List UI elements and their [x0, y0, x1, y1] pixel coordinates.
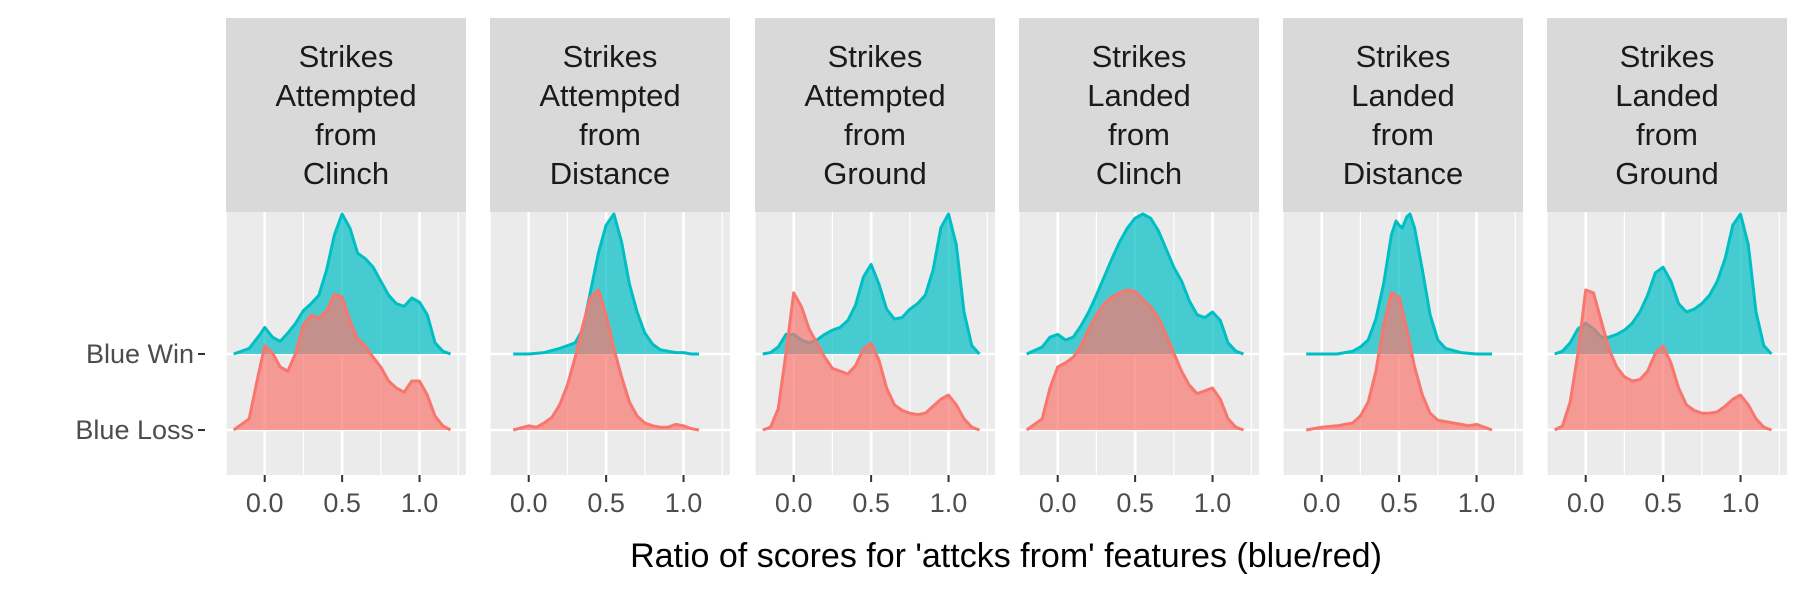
- facet-title-line: Landed: [1615, 78, 1718, 113]
- facet-title-line: Attempted: [804, 78, 945, 113]
- x-tick-label: 1.0: [930, 488, 968, 518]
- facet-strip: [1283, 18, 1523, 212]
- x-tick-label: 1.0: [1458, 488, 1496, 518]
- x-tick-label: 0.5: [1116, 488, 1154, 518]
- density-line-loss: [1553, 288, 1773, 432]
- facet-panel-1: Strikes Attempted from Clinch 0.0 0.5 1.0: [225, 18, 466, 518]
- density-line-loss: [1305, 291, 1493, 432]
- density-area-win: [233, 214, 451, 354]
- density-area-loss: [233, 294, 451, 430]
- density-area-loss: [1306, 292, 1492, 430]
- facet-title-line: Strikes: [1092, 39, 1187, 74]
- y-axis-label-blue-win: Blue Win: [86, 339, 194, 369]
- facet-title-line: from: [1636, 117, 1698, 152]
- facet-title-line: Distance: [1343, 156, 1464, 191]
- facet-strip: [1019, 18, 1259, 212]
- density-area-win: [1554, 214, 1772, 354]
- facet-title-line: Clinch: [303, 156, 389, 191]
- facet-title-line: Strikes: [1620, 39, 1715, 74]
- x-tick-label: 0.5: [852, 488, 890, 518]
- facet-title-line: Strikes: [299, 39, 394, 74]
- x-tick-label: 0.5: [587, 488, 625, 518]
- facet-panel-2: Strikes Attempted from Distance 0.0 0.5 1.0: [489, 18, 730, 518]
- facet-title-line: from: [844, 117, 906, 152]
- x-axis-title: Ratio of scores for 'attcks from' featur…: [630, 537, 1382, 575]
- density-area-win: [1026, 214, 1244, 354]
- density-line-win: [1026, 212, 1245, 356]
- facet-strip: [755, 18, 995, 212]
- x-tick-label: 1.0: [665, 488, 703, 518]
- density-line-loss: [232, 292, 452, 432]
- facet-strip: [1547, 18, 1787, 212]
- y-axis-label-blue-loss: Blue Loss: [75, 415, 194, 445]
- facet-strip: [226, 18, 466, 212]
- facet-title-line: Attempted: [539, 78, 680, 113]
- density-area-loss: [513, 290, 699, 430]
- facet-title-line: from: [579, 117, 641, 152]
- facet-title-line: Landed: [1351, 78, 1454, 113]
- facet-title-line: Distance: [550, 156, 671, 191]
- density-area-win: [762, 214, 980, 354]
- x-tick-label: 1.0: [1194, 488, 1232, 518]
- x-tick-label: 1.0: [401, 488, 439, 518]
- facet-title-line: Strikes: [1356, 39, 1451, 74]
- density-area-loss: [1026, 290, 1244, 430]
- x-tick-label: 0.0: [246, 488, 284, 518]
- x-tick-label: 1.0: [1722, 488, 1760, 518]
- facet-title-line: Ground: [823, 156, 926, 191]
- density-line-win: [1306, 212, 1492, 356]
- x-tick-label: 0.0: [510, 488, 548, 518]
- density-area-loss: [1554, 290, 1772, 430]
- facet-title-line: Ground: [1615, 156, 1718, 191]
- density-line-win: [233, 212, 452, 356]
- density-line-loss: [1025, 288, 1245, 432]
- facet-panel-4: Strikes Landed from Clinch 0.0 0.5 1.0: [1018, 18, 1259, 518]
- x-tick-label: 0.5: [1380, 488, 1418, 518]
- density-line-loss: [512, 288, 700, 432]
- facet-panel-3: Strikes Attempted from Ground 0.0 0.5 1.0: [754, 18, 995, 518]
- density-area-loss: [762, 292, 980, 430]
- facet-title-line: Strikes: [563, 39, 658, 74]
- facet-panel-6: Strikes Landed from Ground 0.0 0.5 1.0: [1546, 18, 1787, 518]
- facet-title-line: Attempted: [275, 78, 416, 113]
- facet-title-line: from: [315, 117, 377, 152]
- x-tick-label: 0.5: [1644, 488, 1682, 518]
- facet-panel-5: Strikes Landed from Distance 0.0 0.5 1.0: [1282, 18, 1523, 518]
- density-line-win: [513, 212, 699, 356]
- x-tick-label: 0.5: [323, 488, 361, 518]
- density-line-loss: [762, 291, 981, 432]
- facet-title-line: from: [1372, 117, 1434, 152]
- x-tick-label: 0.0: [775, 488, 813, 518]
- facet-title-line: from: [1108, 117, 1170, 152]
- facet-strip: [490, 18, 730, 212]
- x-tick-label: 0.0: [1567, 488, 1605, 518]
- density-area-win: [513, 214, 699, 354]
- facet-title-line: Strikes: [828, 39, 923, 74]
- facet-title-line: Clinch: [1096, 156, 1182, 191]
- x-tick-label: 0.0: [1039, 488, 1077, 518]
- x-tick-label: 0.0: [1303, 488, 1341, 518]
- density-area-win: [1306, 214, 1492, 354]
- facet-title-line: Landed: [1087, 78, 1190, 113]
